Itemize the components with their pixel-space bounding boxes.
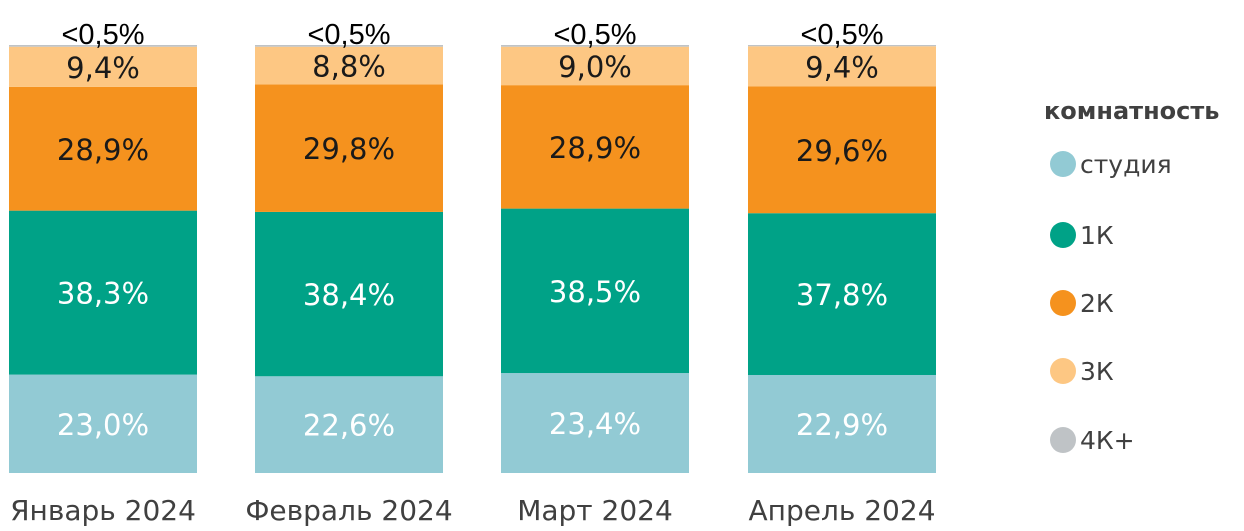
data-label: 38,3%: [57, 277, 149, 311]
legend-marker: [1050, 290, 1076, 316]
bar-segment: [748, 86, 936, 214]
legend: комнатность студия 1К 2К 3К 4К+: [1044, 97, 1219, 455]
data-label: 28,9%: [549, 131, 641, 165]
bar-segment: [255, 376, 443, 473]
bar-segment: [501, 373, 689, 473]
legend-item: 1К: [1050, 221, 1114, 250]
legend-item: 3К: [1050, 357, 1114, 386]
legend-items: студия 1К 2К 3К 4К+: [1050, 150, 1172, 455]
bars-group: [9, 45, 936, 473]
legend-label: студия: [1080, 150, 1172, 179]
data-label: 38,5%: [549, 275, 641, 309]
legend-label: 1К: [1080, 221, 1114, 250]
data-label: 29,8%: [303, 132, 395, 166]
category-label: Апрель 2024: [748, 494, 935, 527]
data-label: 22,9%: [796, 408, 888, 442]
legend-marker: [1050, 222, 1076, 248]
data-label: 37,8%: [796, 278, 888, 312]
category-label: Февраль 2024: [245, 494, 452, 527]
data-label: <0,5%: [553, 19, 636, 51]
legend-title: комнатность: [1044, 97, 1219, 125]
segment-labels-group: 23,0%38,3%28,9%9,4%<0,5%22,6%38,4%29,8%8…: [57, 19, 888, 443]
bar-segment: [501, 45, 689, 47]
data-label: <0,5%: [61, 19, 144, 51]
legend-label: 4К+: [1080, 426, 1135, 455]
data-label: <0,5%: [307, 19, 390, 51]
data-label: 29,6%: [796, 134, 888, 168]
legend-marker: [1050, 358, 1076, 384]
bar-segment: [9, 374, 197, 473]
legend-label: 2К: [1080, 289, 1114, 318]
bar-segment: [748, 46, 936, 87]
category-label: Январь 2024: [10, 494, 196, 527]
bar-segment: [255, 84, 443, 212]
bar-segment: [501, 208, 689, 374]
legend-item: 2К: [1050, 289, 1114, 318]
bar-segment: [748, 213, 936, 375]
bar-segment: [255, 211, 443, 377]
category-labels-group: Январь 2024 Февраль 2024 Март 2024 Апрель 2…: [10, 494, 935, 527]
legend-marker: [1050, 427, 1076, 453]
bar-segment: [9, 45, 197, 47]
bar-segment: [748, 374, 936, 473]
data-label: 28,9%: [57, 133, 149, 167]
category-label: Март 2024: [517, 494, 673, 527]
bar-segment: [255, 46, 443, 85]
data-label: 23,0%: [57, 408, 149, 442]
legend-item: 4К+: [1050, 426, 1135, 455]
bar-segment: [748, 45, 936, 47]
bar-segment: [9, 86, 197, 211]
bar-segment: [9, 210, 197, 375]
data-label: 23,4%: [549, 407, 641, 441]
data-label: 9,0%: [558, 50, 632, 84]
bar-segment: [501, 46, 689, 86]
bar-segment: [9, 46, 197, 87]
legend-marker: [1050, 151, 1076, 177]
data-label: <0,5%: [800, 19, 883, 51]
legend-label: 3К: [1080, 357, 1114, 386]
legend-item: студия: [1050, 150, 1172, 179]
data-label: 9,4%: [66, 51, 140, 85]
data-label: 38,4%: [303, 278, 395, 312]
data-label: 9,4%: [805, 50, 879, 84]
bar-segment: [255, 45, 443, 47]
bar-segment: [501, 85, 689, 209]
data-label: 8,8%: [312, 50, 386, 84]
data-label: 22,6%: [303, 409, 395, 443]
